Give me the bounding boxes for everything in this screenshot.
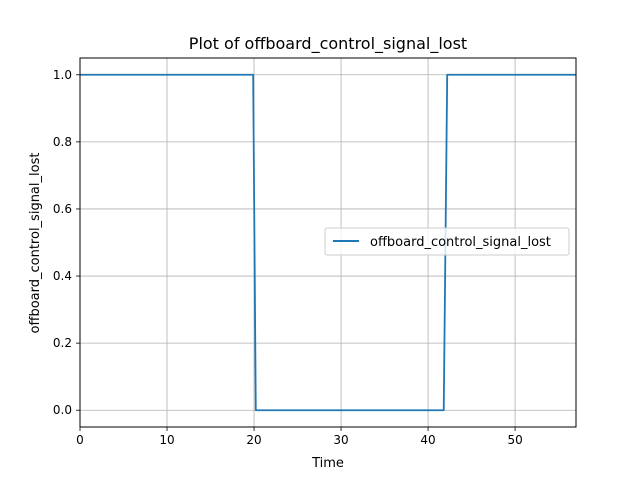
x-tick-label: 10 [159, 433, 174, 447]
plot-frame [79, 57, 577, 428]
y-tick-label: 0.4 [53, 269, 72, 283]
x-tick-label: 20 [246, 433, 261, 447]
y-axis-label: offboard_control_signal_lost [28, 153, 43, 334]
y-tick-label: 0.2 [53, 336, 72, 350]
series-layer [80, 73, 576, 412]
x-tick-label: 30 [333, 433, 348, 447]
y-tick-label: 1.0 [53, 68, 72, 82]
legend-label: offboard_control_signal_lost [370, 235, 551, 250]
series-line [80, 73, 576, 412]
y-tick-label: 0.8 [53, 135, 72, 149]
y-tick-label: 0.0 [53, 403, 72, 417]
ticks: 0 10 20 30 40 50 0.0 0.2 0.4 0.6 0.8 1.0 [53, 68, 523, 447]
legend-box [324, 227, 570, 256]
x-tick-label: 40 [420, 433, 435, 447]
x-axis-label: Time [311, 456, 344, 471]
y-tick-label: 0.6 [53, 202, 72, 216]
chart-title: Plot of offboard_control_signal_lost [189, 34, 467, 54]
legend: offboard_control_signal_lost [324, 227, 570, 256]
x-tick-label: 0 [76, 433, 84, 447]
x-tick-label: 50 [507, 433, 522, 447]
